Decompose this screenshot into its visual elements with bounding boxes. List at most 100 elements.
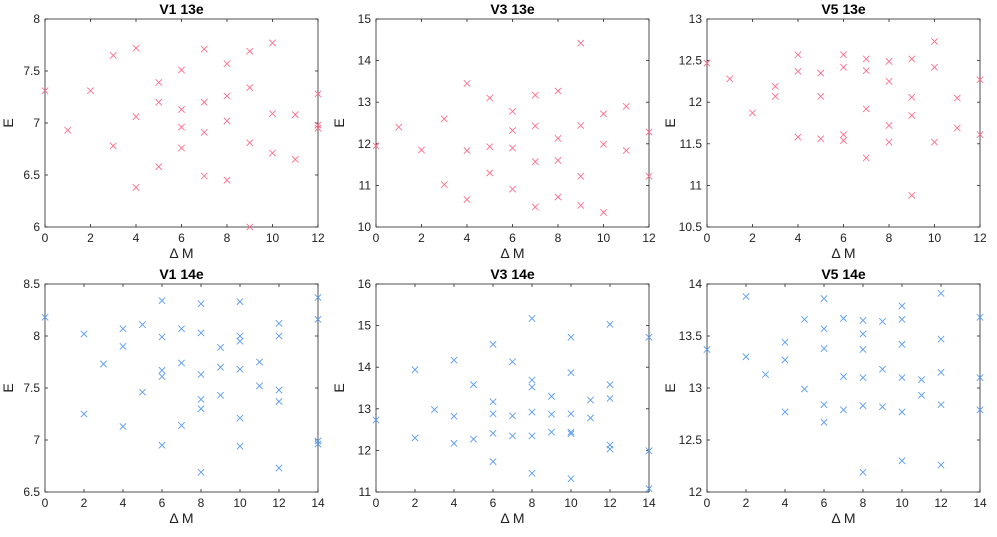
- data-point: [748, 109, 757, 117]
- y-tick-label: 11.5: [680, 137, 703, 151]
- x-tick-label: 2: [412, 496, 419, 510]
- data-point: [531, 122, 539, 130]
- data-point: [268, 110, 277, 118]
- data-point: [761, 370, 770, 378]
- data-point: [820, 344, 828, 352]
- x-tick-label: 6: [159, 496, 166, 510]
- x-axis-label: Δ M: [500, 510, 524, 526]
- data-point: [132, 44, 140, 52]
- data-point: [554, 87, 562, 95]
- data-point: [223, 92, 231, 100]
- data-point: [268, 39, 277, 47]
- x-tick-label: 8: [886, 231, 893, 245]
- y-tick-label: 6: [33, 220, 40, 234]
- data-point: [898, 457, 906, 465]
- data-point: [885, 121, 893, 130]
- scatter-panel: 0 2 4 6 8 10 12 14 11 12 13 14 15 16 V3 14e Δ M E: [331, 266, 656, 526]
- y-axis-label: E: [662, 118, 678, 127]
- data-point: [177, 105, 186, 113]
- x-axis-label: Δ M: [169, 510, 193, 526]
- data-point: [80, 330, 88, 338]
- data-point: [119, 325, 127, 333]
- data-point: [223, 117, 231, 125]
- y-tick-label: 15: [358, 12, 372, 26]
- data-point: [820, 325, 828, 333]
- data-point: [917, 376, 926, 384]
- x-tick-label: 10: [233, 496, 247, 510]
- data-point: [859, 330, 867, 338]
- data-point: [132, 113, 140, 121]
- data-point: [898, 408, 906, 416]
- data-point: [703, 59, 711, 67]
- data-point: [440, 115, 448, 123]
- y-tick-label: 13: [358, 402, 372, 416]
- scatter-panel: 0 2 4 6 8 10 12 14 12 12.5 13 13.5 14 V5 14e Δ M E: [662, 266, 987, 526]
- data-point: [508, 185, 517, 193]
- panel-title: V5 13e: [821, 1, 866, 17]
- y-tick-label: 13: [689, 12, 703, 26]
- x-tick-label: 14: [311, 496, 325, 510]
- data-point: [859, 316, 867, 324]
- data-point: [275, 386, 283, 394]
- data-point: [508, 432, 517, 440]
- data-point: [599, 208, 608, 216]
- data-point: [586, 396, 595, 404]
- x-tick-label: 4: [782, 496, 789, 510]
- data-point: [930, 63, 939, 71]
- data-point: [138, 321, 147, 329]
- y-tick-label: 7: [33, 433, 40, 447]
- data-point: [236, 337, 244, 345]
- data-point: [528, 383, 536, 391]
- data-point: [314, 121, 322, 129]
- data-point: [223, 60, 231, 68]
- data-point: [794, 133, 802, 141]
- x-tick-label: 0: [704, 496, 711, 510]
- y-tick-label: 6.5: [23, 485, 40, 499]
- data-point: [606, 381, 614, 389]
- data-point: [138, 388, 147, 396]
- y-tick-label: 12.5: [679, 433, 703, 447]
- data-point: [41, 313, 49, 321]
- data-point: [216, 343, 225, 351]
- data-point: [606, 445, 614, 453]
- data-point: [839, 373, 848, 381]
- y-axis-label: E: [331, 383, 347, 392]
- x-tick-label: 12: [934, 496, 948, 510]
- data-point: [489, 410, 497, 418]
- panel-title: V1 14e: [159, 266, 204, 282]
- data-point: [567, 475, 575, 483]
- data-point: [314, 437, 322, 445]
- scatter-panel: 0 2 4 6 8 10 12 6 6.5 7 7.5 8 V1 13e Δ M E: [0, 1, 325, 261]
- x-tick-label: 6: [178, 231, 185, 245]
- x-tick-label: 8: [860, 496, 867, 510]
- data-point: [440, 181, 448, 189]
- x-tick-label: 2: [87, 231, 94, 245]
- data-point: [577, 39, 585, 47]
- x-axis-label: Δ M: [500, 245, 524, 261]
- x-tick-label: 6: [840, 231, 847, 245]
- y-tick-label: 7: [33, 116, 40, 130]
- x-tick-label: 4: [795, 231, 802, 245]
- data-point: [703, 346, 711, 354]
- data-point: [817, 69, 825, 77]
- data-point: [177, 359, 186, 367]
- y-tick-label: 14: [689, 277, 703, 291]
- data-point: [528, 469, 536, 477]
- data-point: [885, 57, 893, 65]
- data-point: [158, 366, 166, 374]
- data-point: [255, 358, 264, 366]
- data-point: [908, 111, 916, 120]
- data-point: [554, 134, 562, 142]
- plot-frame: [375, 283, 650, 493]
- x-tick-label: 12: [311, 231, 325, 245]
- data-point: [463, 79, 471, 87]
- x-tick-label: 14: [973, 496, 987, 510]
- x-tick-label: 8: [198, 496, 205, 510]
- data-point: [177, 123, 186, 131]
- panel-title: V5 14e: [821, 266, 866, 282]
- data-point: [528, 408, 536, 416]
- y-tick-label: 11: [359, 178, 372, 192]
- y-tick-label: 14: [358, 360, 372, 374]
- data-point: [528, 376, 536, 384]
